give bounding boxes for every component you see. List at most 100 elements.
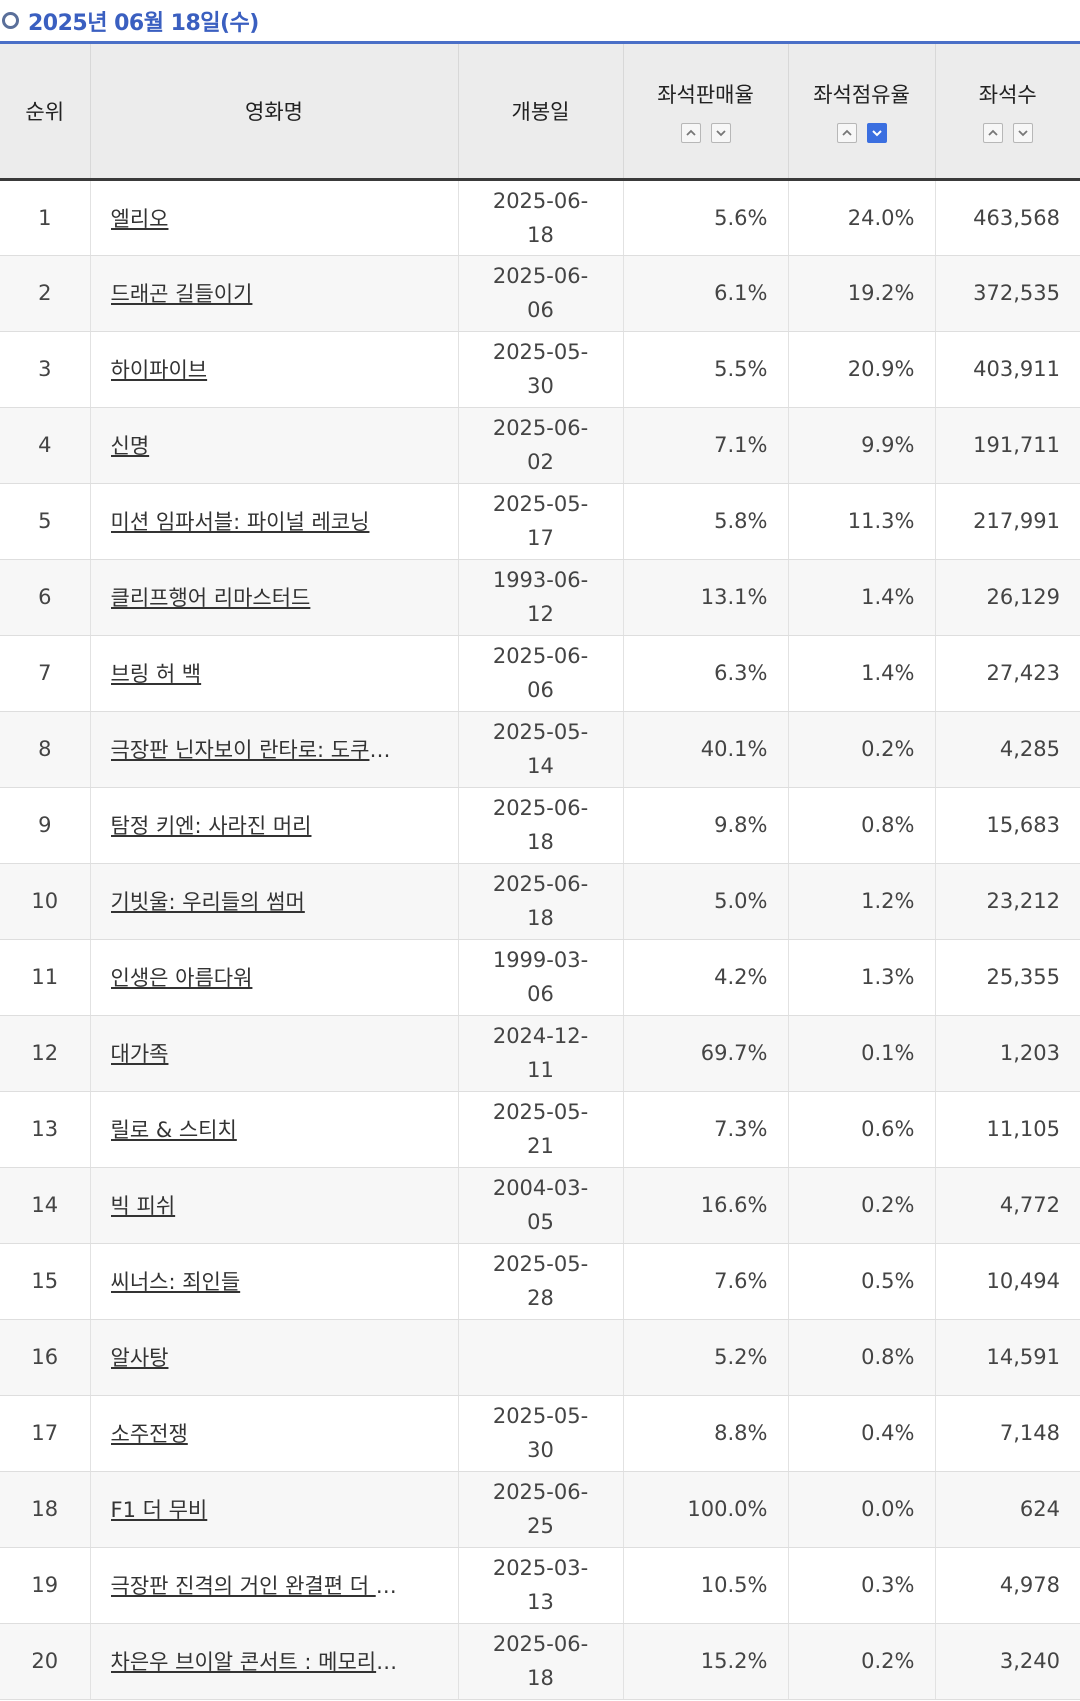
share-cell: 0.2% xyxy=(787,711,935,788)
table-row: 9 탐정 키엔: 사라진 머리 2025-06-18 9.8% 0.8% 15,683 xyxy=(0,787,1080,864)
movie-title-link[interactable]: 신명 xyxy=(110,434,150,458)
table-row: 12 대가족 2024-12-11 69.7% 0.1% 1,203 xyxy=(0,1015,1080,1092)
title-cell: 브링 허 백 xyxy=(89,635,458,712)
seats-cell: 27,423 xyxy=(934,635,1080,712)
sales-rate-cell: 5.5% xyxy=(622,331,788,408)
rank-cell: 20 xyxy=(0,1623,90,1700)
column-header-rank: 순위 xyxy=(0,44,90,181)
sales-rate-cell: 69.7% xyxy=(622,1015,788,1092)
seats-cell: 10,494 xyxy=(934,1243,1080,1320)
chevron-down-icon xyxy=(715,130,726,137)
movie-title-link[interactable]: 미션 임파서블: 파이널 레코닝 xyxy=(110,510,370,534)
movie-title-link[interactable]: 하이파이브 xyxy=(110,358,208,382)
table-row: 14 빅 피쉬 2004-03-05 16.6% 0.2% 4,772 xyxy=(0,1167,1080,1244)
share-cell: 1.4% xyxy=(787,559,935,636)
rank-cell: 15 xyxy=(0,1243,90,1320)
release-date-cell: 2025-06-06 xyxy=(457,635,623,712)
sort-desc-seats-button[interactable] xyxy=(1012,122,1033,143)
seats-cell: 217,991 xyxy=(934,483,1080,560)
release-date-cell xyxy=(457,1319,623,1396)
share-cell: 0.6% xyxy=(787,1091,935,1168)
title-cell: 소주전쟁 xyxy=(89,1395,458,1472)
seats-cell: 3,240 xyxy=(934,1623,1080,1700)
chevron-down-icon xyxy=(1018,130,1028,137)
share-cell: 24.0% xyxy=(787,179,935,256)
movie-title-link[interactable]: 극장판 진격의 거인 완결편 더 라스… xyxy=(110,1574,401,1598)
sort-asc-share-button[interactable] xyxy=(836,122,857,143)
release-date-cell: 2025-06-18 xyxy=(457,179,623,256)
table-row: 16 알사탕 5.2% 0.8% 14,591 xyxy=(0,1319,1080,1396)
movie-title-link[interactable]: 알사탕 xyxy=(110,1346,169,1370)
movie-title-link[interactable]: 씨너스: 죄인들 xyxy=(110,1270,241,1294)
seats-cell: 4,978 xyxy=(934,1547,1080,1624)
chevron-down-icon xyxy=(871,130,882,137)
movie-title-link[interactable]: 소주전쟁 xyxy=(110,1422,188,1446)
seats-cell: 372,535 xyxy=(934,255,1080,332)
share-cell: 1.3% xyxy=(787,939,935,1016)
seats-cell: 7,148 xyxy=(934,1395,1080,1472)
title-cell: 극장판 닌자보이 란타로: 도쿠타케… xyxy=(89,711,458,788)
release-date-cell: 2025-05-17 xyxy=(457,483,623,560)
sales-rate-cell: 16.6% xyxy=(622,1167,788,1244)
rank-cell: 4 xyxy=(0,407,90,484)
movie-title-link[interactable]: 인생은 아름다워 xyxy=(110,966,253,990)
rank-cell: 5 xyxy=(0,483,90,560)
movie-title-link[interactable]: 빅 피쉬 xyxy=(110,1194,176,1218)
sales-rate-cell: 8.8% xyxy=(622,1395,788,1472)
chevron-up-icon xyxy=(841,129,852,136)
table-row: 20 차은우 브이알 콘서트 : 메모리즈 (… 2025-06-18 15.2% 0.… xyxy=(0,1623,1080,1700)
movie-title-link[interactable]: 드래곤 길들이기 xyxy=(110,282,253,306)
rank-cell: 14 xyxy=(0,1167,90,1244)
movie-title-link[interactable]: 탐정 키엔: 사라진 머리 xyxy=(110,814,312,838)
sort-desc-share-button[interactable] xyxy=(866,122,887,143)
share-cell: 9.9% xyxy=(787,407,935,484)
sort-asc-sales-rate-button[interactable] xyxy=(680,122,701,143)
title-cell: 하이파이브 xyxy=(89,331,458,408)
seats-cell: 14,591 xyxy=(934,1319,1080,1396)
rank-cell: 2 xyxy=(0,255,90,332)
title-cell: 극장판 진격의 거인 완결편 더 라스… xyxy=(89,1547,458,1624)
rank-cell: 11 xyxy=(0,939,90,1016)
rank-cell: 6 xyxy=(0,559,90,636)
movie-title-link[interactable]: 브링 허 백 xyxy=(110,662,202,686)
box-office-table: 순위 영화명 개봉일 좌석판매율 좌석점유율 xyxy=(0,44,1080,1700)
movie-title-link[interactable]: 클리프행어 리마스터드 xyxy=(110,586,311,610)
movie-title-link[interactable]: 대가족 xyxy=(110,1042,169,1066)
table-row: 10 기빗울: 우리들의 썸머 2025-06-18 5.0% 1.2% 23,212 xyxy=(0,863,1080,940)
column-header-title: 영화명 xyxy=(89,44,458,181)
rank-cell: 17 xyxy=(0,1395,90,1472)
rank-cell: 19 xyxy=(0,1547,90,1624)
title-cell: 알사탕 xyxy=(89,1319,458,1396)
date-title: 2025년 06월 18일(수) xyxy=(28,10,259,36)
title-cell: 차은우 브이알 콘서트 : 메모리즈 (… xyxy=(89,1623,458,1700)
circle-bullet-icon xyxy=(2,12,19,29)
sort-asc-seats-button[interactable] xyxy=(982,122,1003,143)
column-header-seats-label: 좌석수 xyxy=(978,82,1037,107)
sales-rate-cell: 9.8% xyxy=(622,787,788,864)
movie-title-link[interactable]: F1 더 무비 xyxy=(110,1498,208,1522)
release-date-cell: 2025-05-14 xyxy=(457,711,623,788)
sales-rate-cell: 6.3% xyxy=(622,635,788,712)
sales-rate-cell: 5.6% xyxy=(622,179,788,256)
seats-cell: 11,105 xyxy=(934,1091,1080,1168)
release-date-cell: 2025-06-06 xyxy=(457,255,623,332)
rank-cell: 13 xyxy=(0,1091,90,1168)
movie-title-link[interactable]: 릴로 & 스티치 xyxy=(110,1118,237,1142)
sales-rate-cell: 10.5% xyxy=(622,1547,788,1624)
release-date-cell: 2025-05-28 xyxy=(457,1243,623,1320)
release-date-cell: 1999-03-06 xyxy=(457,939,623,1016)
release-date-cell: 2004-03-05 xyxy=(457,1167,623,1244)
sort-desc-sales-rate-button[interactable] xyxy=(710,122,731,143)
title-cell: 빅 피쉬 xyxy=(89,1167,458,1244)
seats-cell: 4,772 xyxy=(934,1167,1080,1244)
movie-title-link[interactable]: 엘리오 xyxy=(110,206,169,231)
movie-title-link[interactable]: 기빗울: 우리들의 썸머 xyxy=(110,890,305,914)
movie-title-link[interactable]: 차은우 브이알 콘서트 : 메모리즈 (… xyxy=(110,1650,401,1674)
share-cell: 0.2% xyxy=(787,1167,935,1244)
release-date-cell: 2025-06-25 xyxy=(457,1471,623,1548)
column-header-seats: 좌석수 xyxy=(934,44,1080,181)
release-date-cell: 2025-05-21 xyxy=(457,1091,623,1168)
share-cell: 0.4% xyxy=(787,1395,935,1472)
share-cell: 1.4% xyxy=(787,635,935,712)
movie-title-link[interactable]: 극장판 닌자보이 란타로: 도쿠타케… xyxy=(110,738,401,762)
